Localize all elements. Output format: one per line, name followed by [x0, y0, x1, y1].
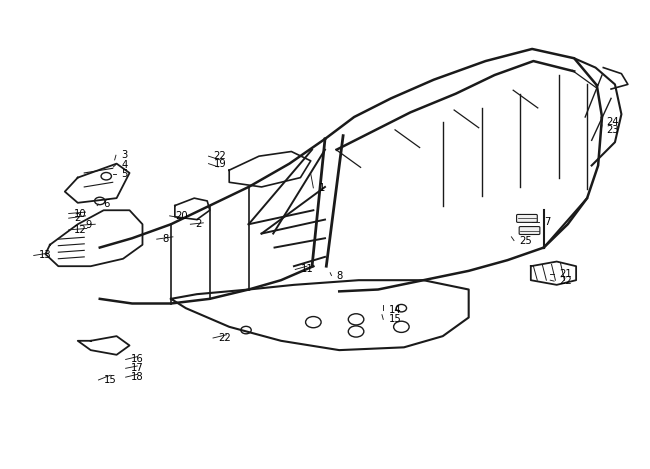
Text: 2: 2	[74, 213, 80, 223]
Text: 22: 22	[214, 151, 226, 161]
Text: 10: 10	[74, 209, 86, 219]
Text: 9: 9	[86, 220, 92, 230]
Text: 22: 22	[218, 333, 231, 343]
Text: 7: 7	[544, 217, 550, 227]
Text: 14: 14	[389, 305, 401, 316]
Text: 6: 6	[103, 199, 110, 209]
Text: 8: 8	[162, 234, 168, 244]
Text: 15: 15	[103, 375, 116, 385]
Text: 21: 21	[559, 269, 572, 279]
FancyBboxPatch shape	[517, 214, 538, 222]
Text: 15: 15	[389, 314, 401, 325]
Text: 20: 20	[175, 211, 187, 221]
Text: 24: 24	[606, 117, 619, 127]
Text: 2: 2	[196, 219, 202, 229]
Text: 25: 25	[519, 235, 532, 246]
Text: 22: 22	[559, 276, 572, 286]
Text: 19: 19	[214, 159, 226, 169]
Text: 16: 16	[131, 355, 144, 364]
Text: 1: 1	[318, 183, 325, 193]
Text: 13: 13	[39, 250, 51, 260]
Text: 5: 5	[121, 169, 127, 179]
Text: 4: 4	[121, 159, 127, 170]
Text: 17: 17	[131, 363, 144, 373]
Text: 3: 3	[121, 150, 127, 160]
Text: 8: 8	[337, 271, 343, 280]
Text: 11: 11	[300, 265, 313, 274]
Text: 12: 12	[74, 225, 86, 235]
Text: 23: 23	[606, 125, 619, 135]
Text: 18: 18	[131, 372, 144, 382]
FancyBboxPatch shape	[519, 227, 540, 234]
